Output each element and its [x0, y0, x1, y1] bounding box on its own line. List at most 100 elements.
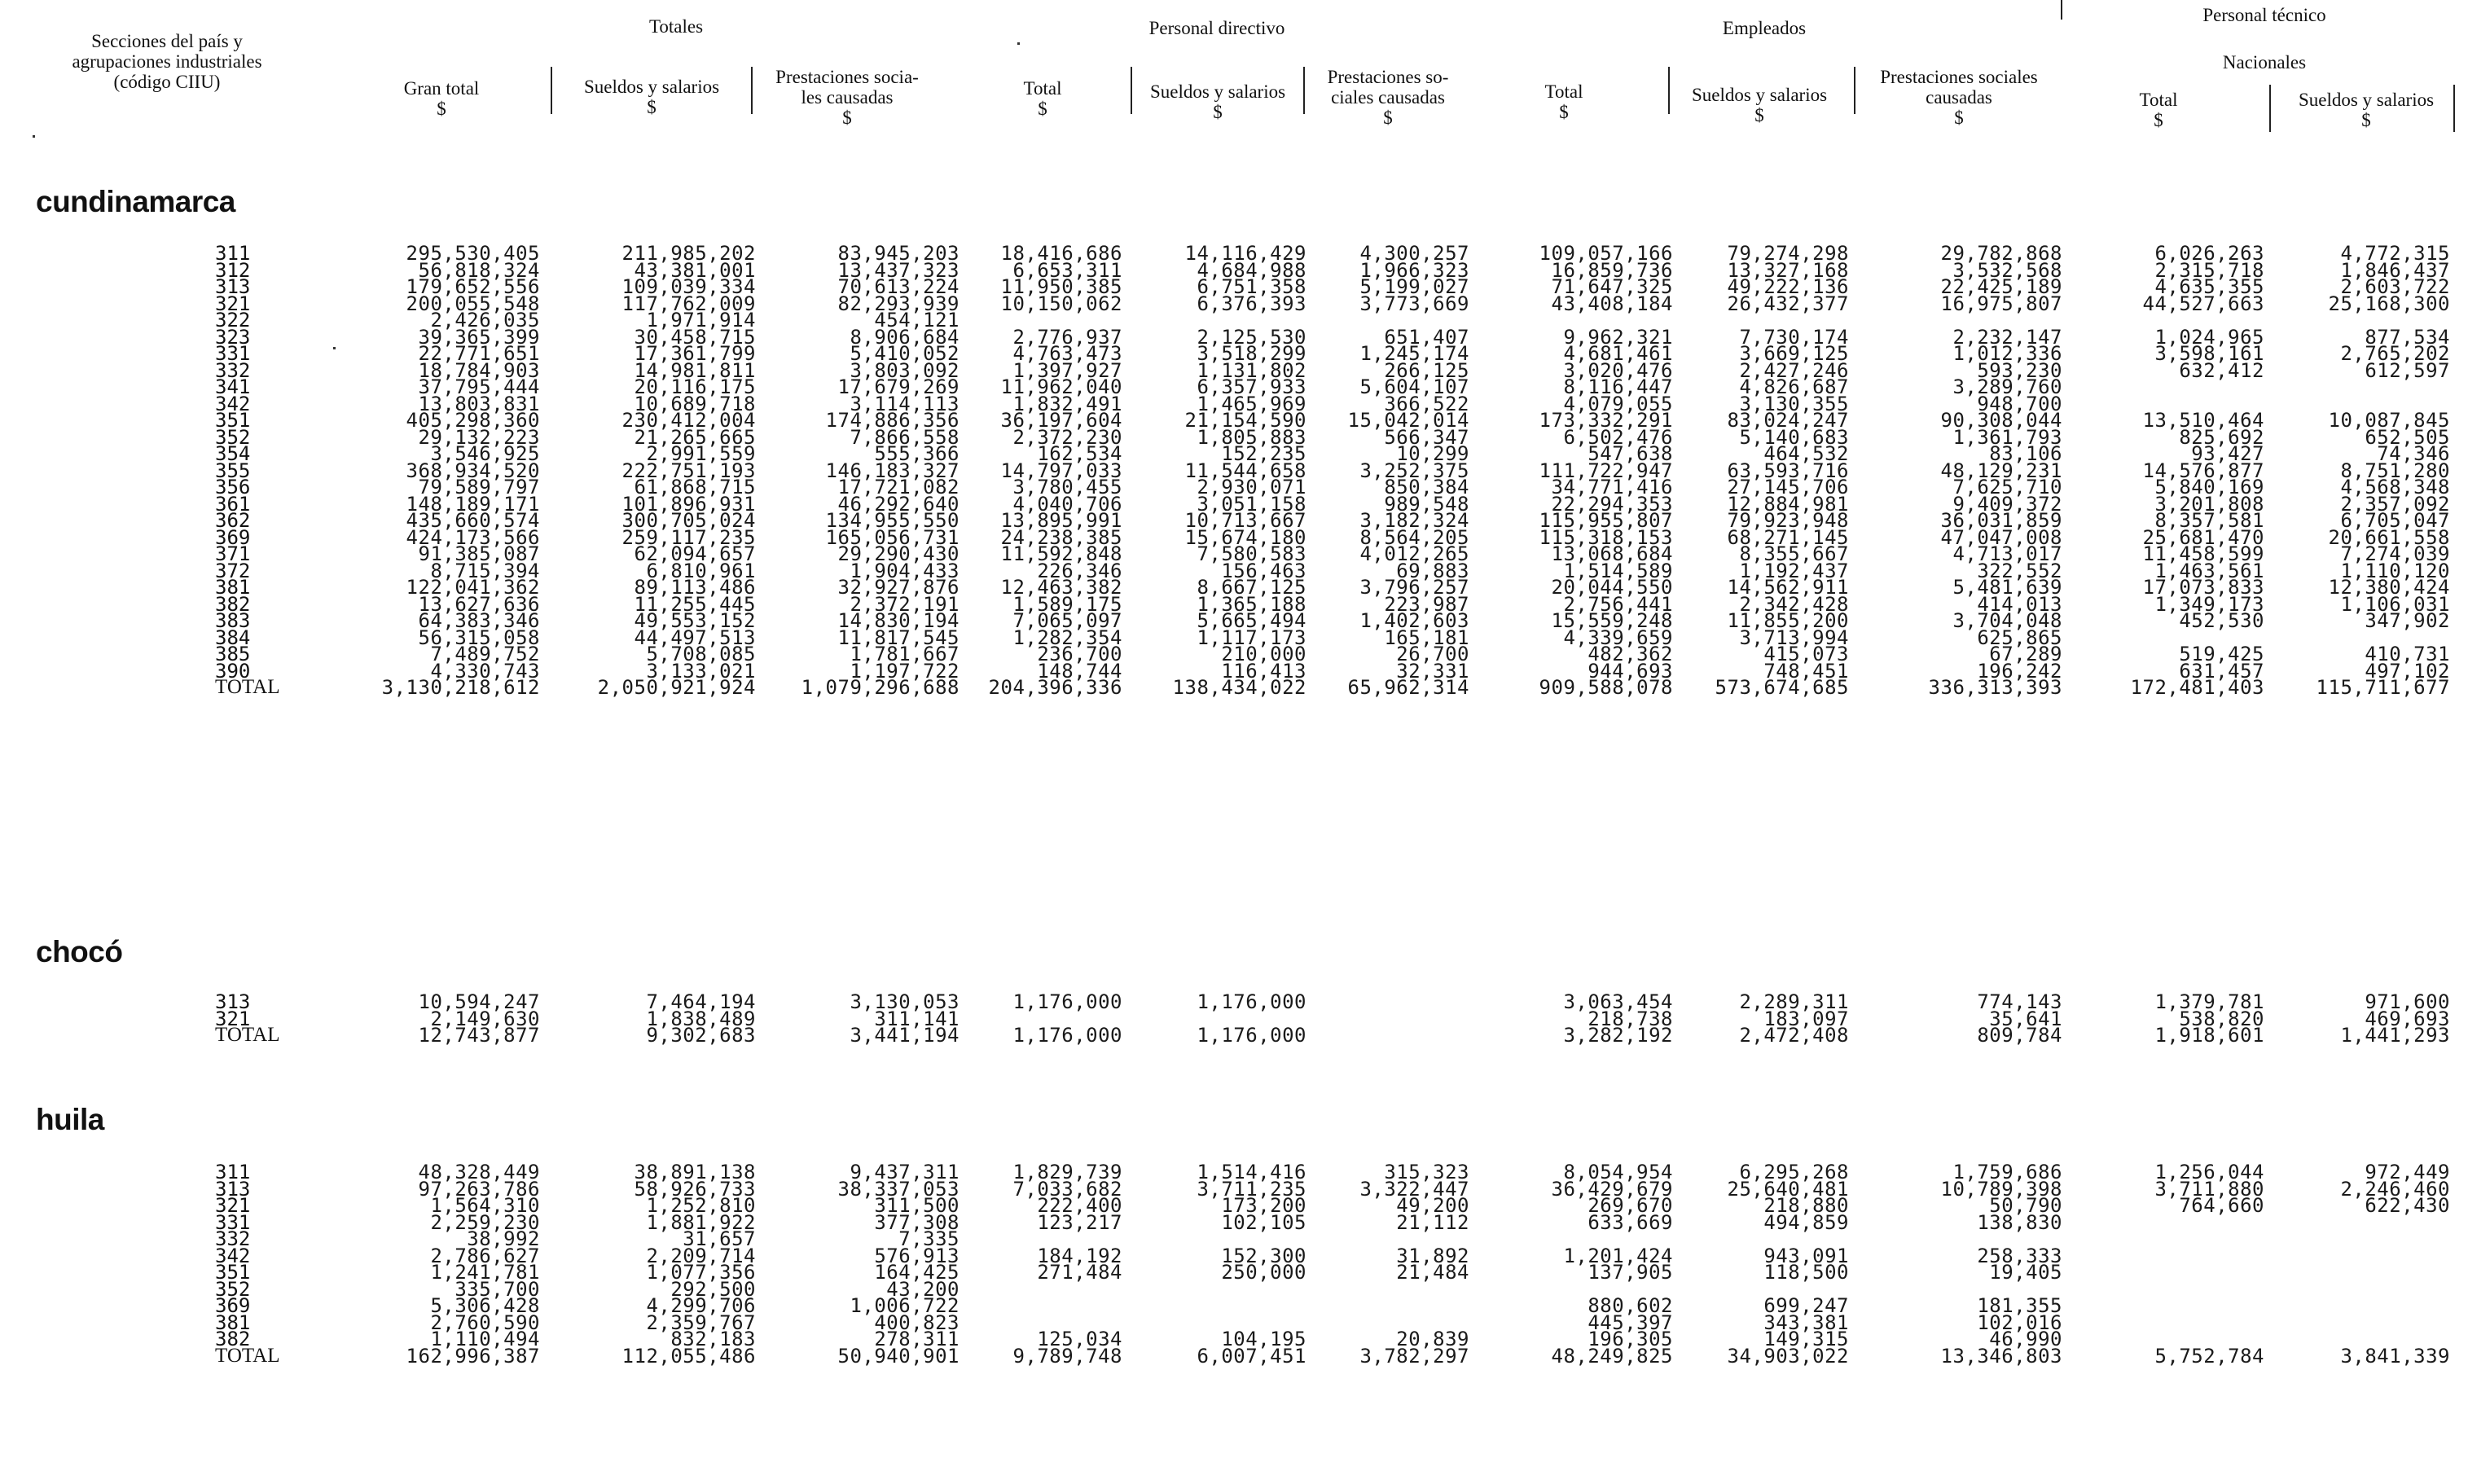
table-cell: 1,971,914 [646, 309, 756, 331]
table-cell: 13,627,636 [418, 593, 540, 616]
table-cell: 67,289 [1989, 643, 2062, 665]
table-cell: 7,730,174 [1739, 326, 1849, 349]
table-cell: 3,130,218,612 [381, 676, 540, 699]
table-cell: 1,514,589 [1563, 560, 1673, 582]
table-cell: 3,182,324 [1359, 509, 1469, 532]
table-cell: 12,380,424 [2328, 576, 2450, 599]
table-cell: 43,200 [886, 1278, 960, 1301]
table-cell: 2,050,921,924 [597, 676, 756, 699]
table-cell: 547,638 [1588, 442, 1673, 465]
table-cell: 29,782,868 [1940, 242, 2062, 265]
col-header-tecnico-total: Total $ [2139, 90, 2178, 130]
table-cell: 3,130,053 [850, 990, 960, 1013]
ciiu-code: 355 [215, 459, 251, 482]
ciiu-code: 382 [215, 1328, 251, 1350]
table-cell: 6,751,358 [1197, 275, 1306, 298]
table-cell: 3,796,257 [1359, 576, 1469, 599]
table-cell: 17,361,799 [634, 342, 756, 365]
table-cell: 38,337,053 [837, 1178, 960, 1201]
table-row: 385 7,489,752 5,708,085 1,781,667 236,700 210… [0, 643, 2468, 665]
table-cell: 651,407 [1384, 326, 1469, 349]
ciiu-code: 381 [215, 576, 251, 599]
group-header-tecnico: Personal técnico [2202, 5, 2326, 25]
table-cell: 6,007,451 [1197, 1345, 1306, 1368]
ciiu-code: 341 [215, 375, 251, 398]
table-cell: 111,722,947 [1539, 459, 1673, 482]
table-cell: 102,105 [1221, 1211, 1306, 1234]
table-cell: 482,362 [1588, 643, 1673, 665]
table-cell: 13,803,831 [418, 393, 540, 415]
ciiu-code: 321 [215, 292, 251, 315]
table-cell: 48,129,231 [1940, 459, 2062, 482]
table-cell: 63,593,716 [1727, 459, 1849, 482]
print-mark [333, 347, 336, 349]
table-cell: 14,576,877 [2142, 459, 2264, 482]
table-cell: 138,434,022 [1172, 676, 1306, 699]
table-cell: 79,923,948 [1727, 509, 1849, 532]
table-cell: 211,985,202 [621, 242, 756, 265]
table-cell: 5,306,428 [430, 1294, 540, 1317]
table-cell: 452,530 [2179, 609, 2264, 632]
table-row: 321 1,564,310 1,252,810 311,500 222,400 173,2… [0, 1194, 2468, 1217]
table-cell: 19,405 [1989, 1261, 2062, 1284]
table-row: 352 29,132,223 21,265,665 7,866,558 2,372,23… [0, 426, 2468, 449]
table-cell: 22,771,651 [418, 342, 540, 365]
table-cell: 538,820 [2179, 1008, 2264, 1030]
table-cell: 11,544,658 [1184, 459, 1306, 482]
group-header-totales: Totales [648, 16, 704, 37]
table-cell: 2,289,311 [1739, 990, 1849, 1013]
table-cell: 71,647,325 [1551, 275, 1673, 298]
table-cell: 1,176,000 [1012, 990, 1122, 1013]
ciiu-code: 322 [215, 309, 251, 331]
table-cell: 3,518,299 [1197, 342, 1306, 365]
table-cell: 36,031,859 [1940, 509, 2062, 532]
table-cell: 5,481,639 [1952, 576, 2062, 599]
table-row: 332 18,784,903 14,981,811 3,803,092 1,397,92… [0, 359, 2468, 382]
table-row: 331 2,259,230 1,881,922 377,308 123,217 102,1… [0, 1211, 2468, 1234]
table-cell: 2,209,714 [646, 1245, 756, 1267]
section-title-choco: chocó [36, 935, 123, 968]
table-row: 332 38,992 31,657 7,335 [0, 1227, 2468, 1250]
table-cell: 9,962,321 [1563, 326, 1673, 349]
table-cell: 3,782,297 [1359, 1345, 1469, 1368]
table-cell: 123,217 [1037, 1211, 1122, 1234]
ciiu-code: 332 [215, 1227, 251, 1250]
table-row: 355 368,934,520 222,751,193 146,183,327 14,7… [0, 459, 2468, 482]
ciiu-code: 351 [215, 409, 251, 432]
table-cell: 7,580,583 [1197, 542, 1306, 565]
ciiu-code: 313 [215, 1178, 251, 1201]
table-cell: 7,464,194 [646, 990, 756, 1013]
header-rule [551, 67, 552, 114]
table-cell: 278,311 [874, 1328, 960, 1350]
table-cell: 271,484 [1037, 1261, 1122, 1284]
table-cell: 165,056,731 [825, 526, 960, 549]
table-cell: 4,330,743 [430, 660, 540, 683]
table-cell: 89,113,486 [634, 576, 756, 599]
table-cell: 258,333 [1977, 1245, 2062, 1267]
table-cell: 315,323 [1384, 1161, 1469, 1183]
table-cell: 226,346 [1037, 560, 1122, 582]
table-cell: 46,990 [1989, 1328, 2062, 1350]
table-cell: 49,553,152 [634, 609, 756, 632]
table-cell: 3,130,355 [1739, 393, 1849, 415]
table-cell: 152,235 [1221, 442, 1306, 465]
table-cell: 210,000 [1221, 643, 1306, 665]
table-cell: 118,500 [1763, 1261, 1849, 1284]
row-label-header: Secciones del país y agrupaciones indust… [33, 31, 301, 92]
table-cell: 322,552 [1977, 560, 2062, 582]
table-cell: 12,463,382 [1000, 576, 1122, 599]
table-cell: 11,950,385 [1000, 275, 1122, 298]
table-cell: 162,996,387 [406, 1345, 540, 1368]
row-total-label: TOTAL [215, 676, 280, 698]
table-row: 356 79,589,797 61,868,715 17,721,082 3,780,4… [0, 476, 2468, 498]
table-cell: 200,055,548 [406, 292, 540, 315]
table-cell: 68,271,145 [1727, 526, 1849, 549]
table-cell: 3,546,925 [430, 442, 540, 465]
table-cell: 12,884,981 [1727, 493, 1849, 516]
table-cell: 5,665,494 [1197, 609, 1306, 632]
table-cell: 24,238,385 [1000, 526, 1122, 549]
table-cell: 3,252,375 [1359, 459, 1469, 482]
table-cell: 47,047,008 [1940, 526, 2062, 549]
col-header-gran-total: Gran total $ [403, 78, 480, 119]
table-cell: 83,945,203 [837, 242, 960, 265]
